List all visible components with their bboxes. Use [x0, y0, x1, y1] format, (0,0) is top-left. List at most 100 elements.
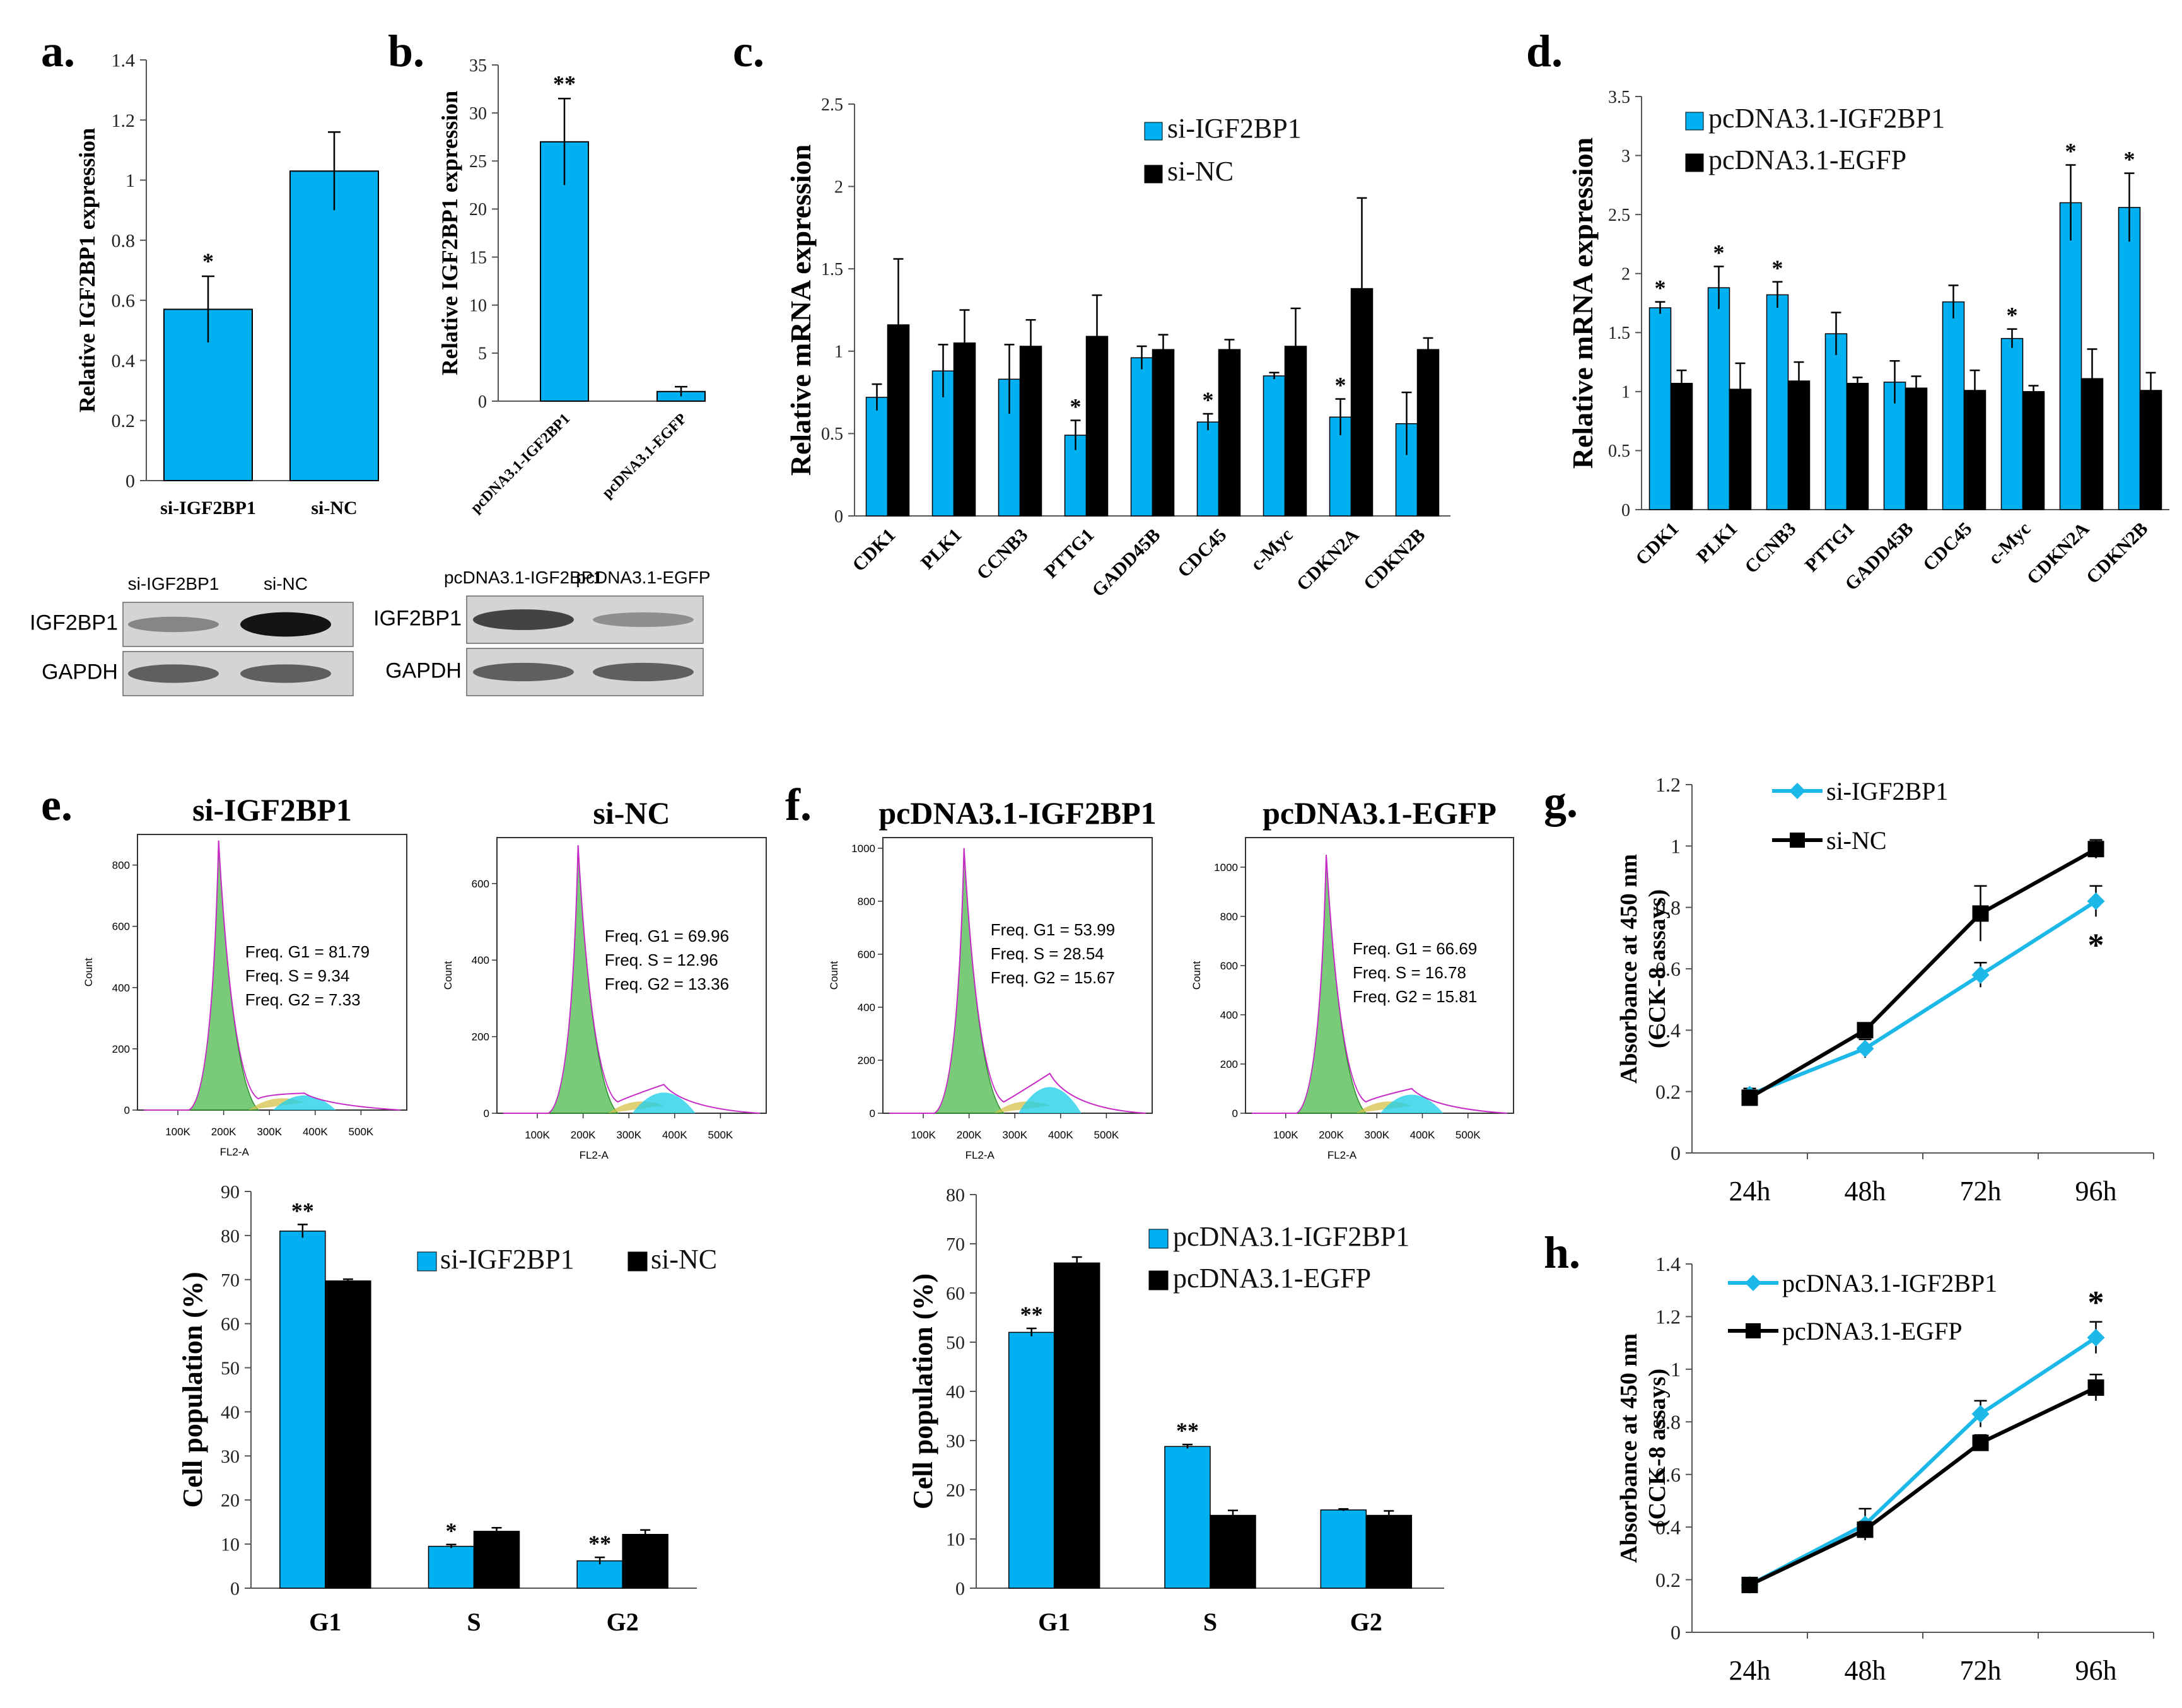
e-hist-x-tick-label: 400K [662, 1129, 687, 1141]
f-hist-x-tick-label: 300K [1002, 1129, 1027, 1141]
f-hist-x-tick-label: 200K [957, 1129, 982, 1141]
wb-b-lane-label: pcDNA3.1-IGF2BP1 [444, 568, 603, 587]
e-bar-y-tick-label: 50 [221, 1358, 240, 1379]
charts-layer: 0 0.2 0.4 0.6 0.8 1 1.2 1.4 Relative IGF2BP1 exp… [74, 50, 2169, 1686]
f-hist-title: pcDNA3.1-IGF2BP1 [878, 795, 1156, 831]
wb-b-lane-label: pcDNA3.1-EGFP [576, 568, 710, 587]
a-y-label: Relative IGF2BP1 expression [74, 128, 100, 412]
e-bar-significance: * [446, 1518, 457, 1543]
h-point-square [1857, 1521, 1874, 1538]
c-bar-blue [1130, 357, 1153, 517]
d-bar-blue [1766, 294, 1789, 510]
e-bar-legend-label: si-NC [651, 1244, 717, 1275]
h-legend-marker [1746, 1323, 1761, 1338]
f-hist-y-tick-label: 0 [1232, 1108, 1238, 1120]
g-x-tick-label: 72h [1960, 1176, 2002, 1207]
h-point-diamond [2087, 1328, 2105, 1347]
e-hist-y-tick-label: 800 [112, 860, 130, 872]
panel-label-g: g. [1544, 776, 1578, 827]
d-bar-black [1787, 380, 1811, 510]
d-bar-blue [1824, 333, 1848, 510]
g-point-square [1857, 1022, 1874, 1039]
c-category-label: GADD45B [1088, 525, 1164, 601]
e-hist-freq-text: Freq. S = 9.34 [245, 966, 349, 985]
d-y-tick-label: 2 [1621, 265, 1630, 284]
h-y-tick-label: 0 [1671, 1621, 1681, 1644]
h-y-tick-label: 0.2 [1655, 1569, 1681, 1591]
g-y-tick-label: 1.2 [1655, 773, 1681, 796]
e-hist-x-tick-label: 200K [571, 1129, 596, 1141]
d-y-tick-label: 3.5 [1608, 88, 1630, 107]
f-hist-x-label: FL2-A [1327, 1149, 1357, 1161]
f-hist-x-tick-label: 300K [1364, 1129, 1389, 1141]
c-bar-black [1416, 349, 1440, 517]
e-hist-y-tick-label: 600 [472, 878, 489, 890]
e-hist-y-tick-label: 400 [472, 954, 489, 966]
d-bar-black [2022, 391, 2045, 510]
g-y-tick-label: 0.8 [1655, 896, 1681, 919]
g-series-line-1 [1748, 847, 2097, 1099]
a-y-tick-label: 0.2 [112, 411, 136, 431]
e-bar-significance: ** [588, 1531, 611, 1556]
wb-a-band [240, 664, 331, 683]
e-bar-legend-label: si-IGF2BP1 [440, 1244, 575, 1275]
f-bar-y-tick-label: 70 [946, 1234, 965, 1255]
f-bar-y-label: Cell population (%) [907, 1273, 938, 1509]
c-category-label: CDK1 [848, 525, 899, 576]
d-category-label: PLK1 [1693, 518, 1742, 568]
h-y-tick-label: 1.4 [1655, 1253, 1681, 1275]
g-point-diamond [1971, 966, 1990, 984]
e-bar-y-tick-label: 70 [221, 1270, 240, 1290]
h-significance: * [2088, 1285, 2104, 1321]
f-hist-y-tick-label: 200 [858, 1055, 875, 1067]
h-point-diamond [1971, 1405, 1990, 1423]
f-bar-category-label: S [1203, 1608, 1217, 1636]
g-significance: * [2088, 927, 2104, 963]
e-hist-x-tick-label: 500K [349, 1126, 374, 1138]
h-y-label: Absorbance at 450 nm [1616, 1333, 1642, 1563]
e-hist-x-tick-label: 200K [211, 1126, 236, 1138]
d-bar-black [1846, 383, 1869, 510]
f-bar-legend-swatch [1148, 1270, 1169, 1290]
a-y-tick-label: 0 [125, 471, 135, 492]
d-significance: * [1713, 240, 1725, 265]
a-y-tick-label: 1.2 [112, 110, 136, 131]
f-hist-y-label: Count [828, 961, 840, 990]
g-y-tick-label: 0 [1671, 1142, 1681, 1164]
f-bar-bar-black [1365, 1514, 1413, 1589]
e-bar-legend-swatch [627, 1251, 648, 1272]
e-bar-significance: ** [291, 1198, 314, 1223]
c-legend-label: si-NC [1167, 156, 1234, 187]
g-x-tick-label: 24h [1729, 1176, 1771, 1207]
d-category-label: c-Myc [1985, 518, 2035, 569]
panel-label-h: h. [1544, 1227, 1580, 1278]
f-bar-bar-black [1053, 1262, 1100, 1589]
f-hist-x-tick-label: 200K [1319, 1129, 1344, 1141]
c-y-tick-label: 1.5 [821, 260, 843, 279]
e-hist-y-tick-label: 200 [472, 1031, 489, 1043]
g-point-diamond [2087, 892, 2105, 910]
g-point-diamond [1856, 1039, 1874, 1058]
f-hist-y-tick-label: 600 [1220, 960, 1238, 972]
wb-b-band [473, 609, 574, 630]
f-hist-freq-text: Freq. G1 = 66.69 [1353, 939, 1477, 958]
panel-label-e: e. [41, 780, 73, 830]
wb-a-row-label: IGF2BP1 [30, 611, 118, 635]
f-hist-g2-peak [1018, 1087, 1082, 1113]
e-hist-y-label: Count [83, 958, 95, 987]
e-hist-freq-text: Freq. G2 = 13.36 [605, 974, 729, 993]
d-bar-blue [2059, 202, 2082, 510]
c-bar-black [1152, 349, 1175, 517]
f-bar-category-label: G2 [1350, 1608, 1382, 1636]
d-significance: * [2124, 147, 2135, 172]
d-bar-blue [1707, 287, 1730, 510]
d-bar-blue [1648, 307, 1672, 510]
e-hist-freq-text: Freq. G2 = 7.33 [245, 990, 361, 1009]
c-y-tick-label: 1 [834, 342, 843, 362]
e-hist-x-tick-label: 300K [257, 1126, 282, 1138]
a-y-tick-label: 0.6 [112, 291, 136, 312]
d-y-tick-label: 0 [1621, 501, 1630, 520]
f-bar-y-tick-label: 20 [946, 1480, 965, 1501]
e-hist-x-tick-label: 100K [165, 1126, 190, 1138]
